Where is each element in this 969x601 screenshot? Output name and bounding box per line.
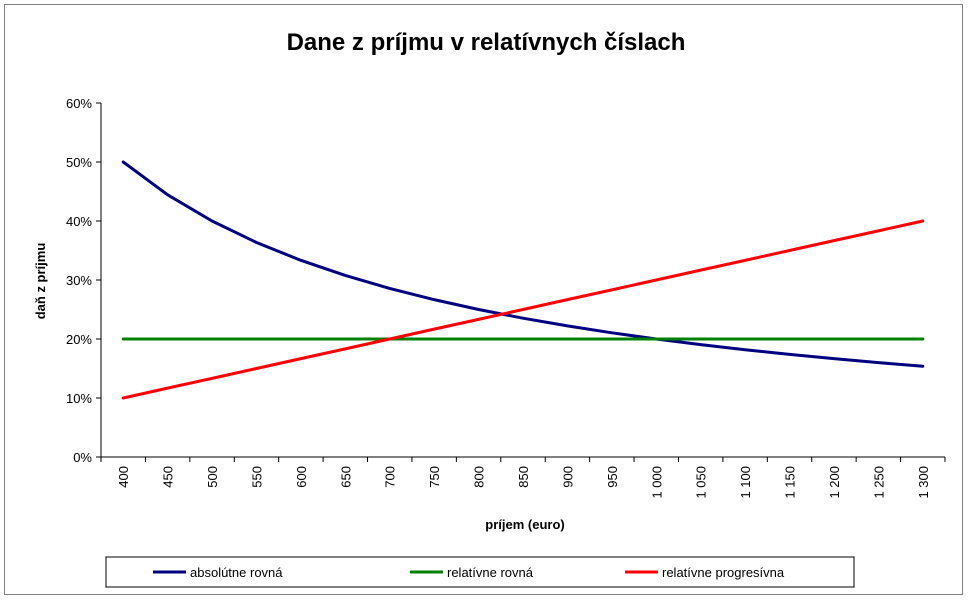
x-tick-label: 850 — [516, 466, 531, 488]
x-tick-label: 400 — [116, 466, 131, 488]
y-tick-label: 0% — [73, 450, 92, 465]
x-tick-label: 1 200 — [827, 466, 842, 499]
legend-label-3: relatívne progresívna — [662, 565, 785, 580]
legend-label-2: relatívne rovná — [447, 565, 534, 580]
chart-frame — [4, 4, 963, 595]
x-tick-label: 750 — [427, 466, 442, 488]
x-tick-label: 950 — [605, 466, 620, 488]
y-tick-label: 40% — [66, 214, 92, 229]
series-layer — [121, 160, 925, 400]
chart-title: Dane z príjmu v relatívnych číslach — [287, 29, 686, 56]
y-tick-label: 30% — [66, 273, 92, 288]
x-axis-title: príjem (euro) — [485, 517, 564, 532]
x-tick-label: 1 000 — [649, 466, 664, 499]
x-tick-label: 1 300 — [916, 466, 931, 499]
x-tick-label: 600 — [294, 466, 309, 488]
legend: absolútne rovná relatívne rovná relatívne … — [105, 556, 855, 588]
series-line-1 — [121, 160, 925, 368]
y-axis-title: daň z príjmu — [33, 243, 48, 320]
x-tick-label: 500 — [205, 466, 220, 488]
x-tick-label: 800 — [472, 466, 487, 488]
x-tick-label: 450 — [161, 466, 176, 488]
x-axis: 400 450 500 550 600 650 700 750 800 850 900 950 1 00… — [100, 456, 946, 499]
x-tick-label: 550 — [249, 466, 264, 488]
y-tick-label: 60% — [66, 96, 92, 111]
y-axis: 0% 10% 20% 30% 40% 50% 60% — [66, 96, 102, 465]
x-tick-label: 650 — [338, 466, 353, 488]
y-tick-label: 50% — [66, 155, 92, 170]
x-tick-label: 700 — [383, 466, 398, 488]
x-tick-label: 1 150 — [783, 466, 798, 499]
y-tick-label: 20% — [66, 332, 92, 347]
x-tick-label: 1 100 — [738, 466, 753, 499]
series-line-3 — [121, 219, 925, 400]
y-tick-label: 10% — [66, 391, 92, 406]
x-tick-label: 1 050 — [694, 466, 709, 499]
x-tick-label: 900 — [560, 466, 575, 488]
x-tick-label: 1 250 — [871, 466, 886, 499]
legend-label-1: absolútne rovná — [190, 565, 283, 580]
legend-box — [105, 556, 855, 588]
